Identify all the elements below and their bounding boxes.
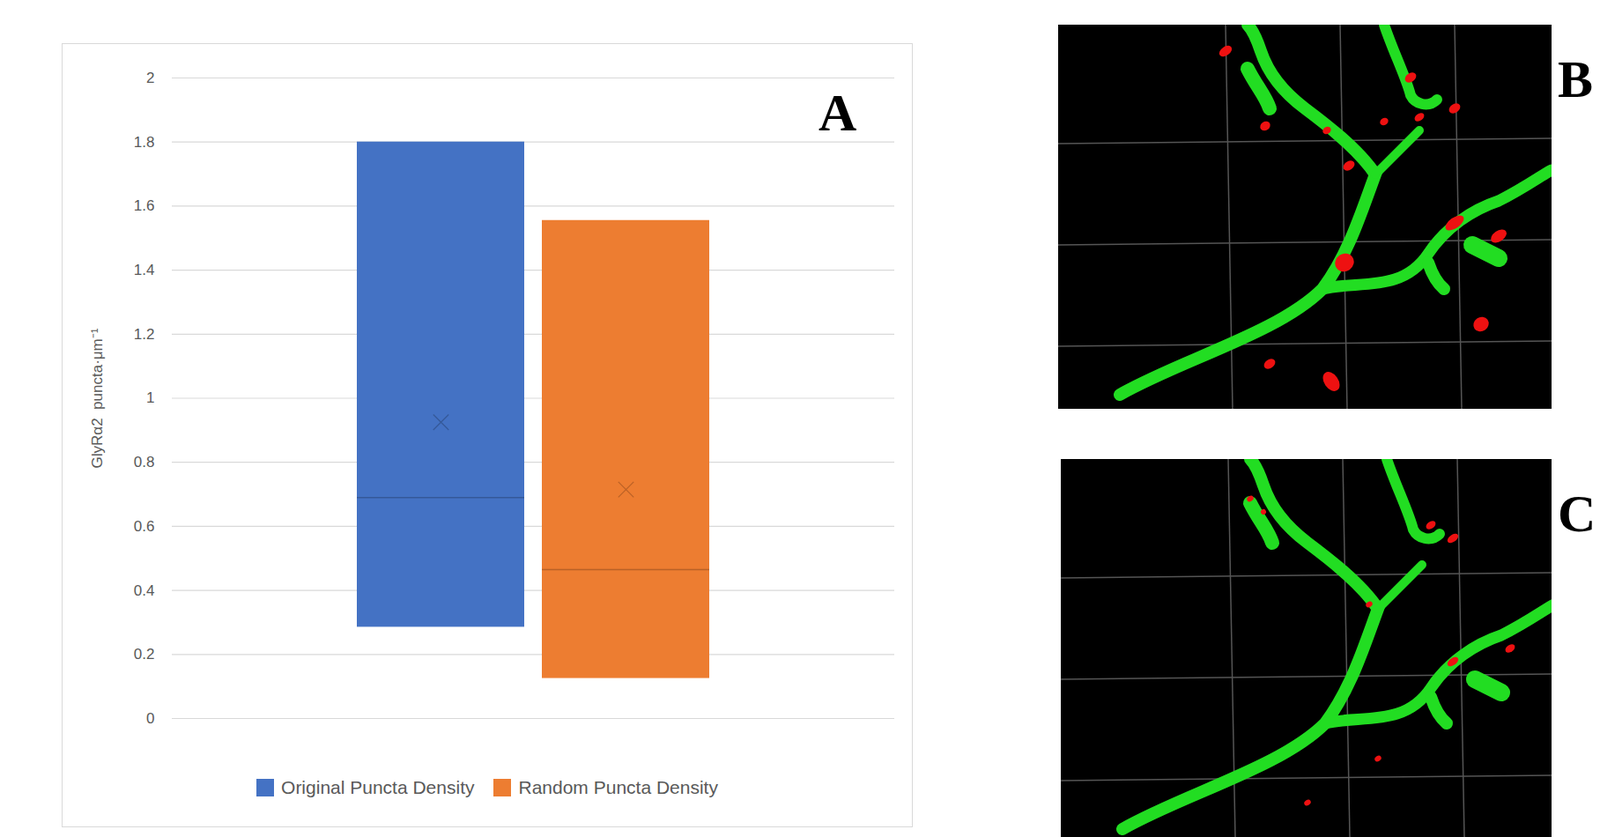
html-text:A: A [818,83,857,142]
html-text:Original Puncta Density: Original Puncta Density [281,777,475,798]
svg-text:0.8: 0.8 [133,453,156,471]
svg-text:0: 0 [146,710,155,727]
html-text:Random Puncta Density: Random Puncta Density [518,777,718,798]
html-text:B: B [1557,50,1593,109]
svg-text:1.8: 1.8 [133,133,156,151]
svg-text:2: 2 [146,69,155,87]
svg-text:0.2: 0.2 [133,645,156,663]
svg-text:0.6: 0.6 [133,518,156,535]
svg-text:1.4: 1.4 [133,261,156,279]
svg-text:0.4: 0.4 [133,582,156,600]
svg-text:1.6: 1.6 [133,197,156,215]
svg-text:1.2: 1.2 [133,325,156,343]
html-text:C: C [1557,484,1596,543]
svg-text:1: 1 [146,389,155,407]
svg-text:GlyRα2 puncta·μm⁻¹: GlyRα2 puncta·μm⁻¹ [88,327,106,468]
